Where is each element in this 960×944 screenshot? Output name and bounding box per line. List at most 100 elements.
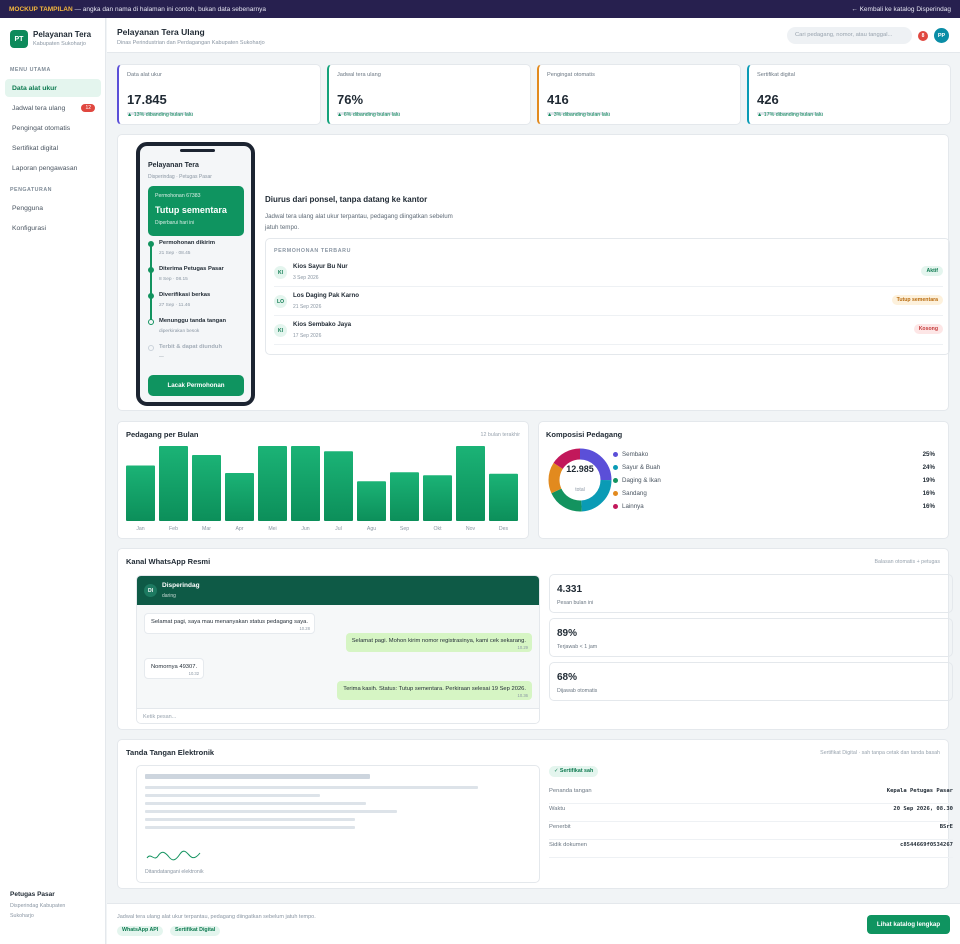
chat-message-input[interactable]: Ketik pesan... — [137, 708, 539, 723]
outgoing-message: Terima kasih. Status: Tutup sementara. P… — [337, 681, 532, 700]
avatar[interactable]: PP — [934, 28, 949, 43]
back-to-catalog-link[interactable]: ← Kembali ke katalog Disperindag — [851, 5, 951, 13]
request-name: Kios Sembako Jaya — [293, 321, 352, 328]
footer-text: Jadwal tera ulang alat ukur terpantau, p… — [117, 914, 316, 920]
kpi-label: Data alat ukur — [127, 72, 162, 78]
step-subtitle: 8 Sep · 08.15 — [159, 277, 188, 282]
step-done-icon — [148, 267, 154, 273]
whatsapp-channel-card: Kanal WhatsApp Resmi Balasan otomatis + … — [117, 548, 953, 730]
track-application-button[interactable]: Lacak Permohonan — [148, 375, 244, 396]
recent-requests-panel: PERMOHONAN TERBARU KI Kios Sayur Bu Nur 3 … — [265, 238, 950, 355]
kpi-delta: ▲ 13% dibanding bulan lalu — [127, 112, 193, 118]
sidebar-item-sertifikat[interactable]: Sertifikat digital — [5, 139, 101, 157]
request-row[interactable]: LO Los Daging Pak Karno 21 Sep 2026 Tutup s… — [274, 287, 943, 316]
sidebar-item-label: Pengingat otomatis — [12, 124, 71, 132]
step-title: Permohonan dikirim — [159, 240, 216, 246]
application-updated: Diperbarui hari ini — [155, 220, 195, 226]
message-text: Terima kasih. Status: Tutup sementara. P… — [343, 686, 526, 692]
sidebar-item-data-alat-ukur[interactable]: Data alat ukur — [5, 79, 101, 97]
sidebar-item-label: Konfigurasi — [12, 224, 47, 232]
sidebar-item-konfigurasi[interactable]: Konfigurasi — [5, 219, 101, 237]
message-time: 10.32 — [188, 671, 200, 676]
request-row[interactable]: KI Kios Sayur Bu Nur 3 Sep 2026 Aktif — [274, 258, 943, 287]
bar-nov — [456, 446, 485, 521]
x-tick-label: Agu — [367, 526, 376, 532]
legend-swatch — [613, 491, 618, 496]
sidebar-item-label: Sertifikat digital — [12, 144, 59, 152]
kpi-label: Pengingat otomatis — [547, 72, 595, 78]
step-subtitle: diperkirakan besok — [159, 329, 200, 334]
x-tick-label: Jun — [301, 526, 309, 532]
stat-value: 68% — [557, 672, 578, 683]
kpi-label: Sertifikat digital — [757, 72, 795, 78]
sidebar-item-label: Laporan pengawasan — [12, 164, 78, 172]
meta-label: Penanda tangan — [549, 788, 592, 794]
x-tick-label: Jul — [335, 526, 342, 532]
sidebar: PT Pelayanan Tera Kabupaten Sukoharjo ME… — [0, 18, 106, 944]
application-number: Permohonan 67383 — [155, 193, 201, 199]
bar-chart-range: 12 bulan terakhir — [480, 432, 520, 438]
legend-swatch — [613, 478, 618, 483]
bar-jul — [324, 451, 353, 521]
bar-des — [489, 473, 518, 521]
donut-total-label: total — [575, 487, 585, 493]
step-subtitle: — — [159, 355, 164, 360]
meta-value: BSrE — [939, 824, 953, 830]
message-text: Selamat pagi. Mohon kirim nomor registra… — [351, 638, 526, 644]
banner-desc: — angka dan nama di halaman ini contoh, … — [72, 5, 267, 13]
section-main-menu: MENU UTAMA — [10, 67, 51, 73]
meta-value: c8544669f0534267 — [900, 842, 953, 848]
signature-subtitle: Sertifikat Digital · sah tanpa cetak dan… — [820, 750, 940, 756]
legend-value: 25% — [922, 451, 935, 458]
sidebar-item-jadwal-tera[interactable]: Jadwal tera ulang 12 — [5, 99, 101, 117]
message-time: 10.28 — [299, 626, 310, 631]
doc-line — [145, 810, 397, 813]
chat-contact-status: daring — [162, 593, 176, 599]
app-subtitle: Kabupaten Sukoharjo — [33, 41, 86, 47]
phone-notch — [180, 149, 215, 152]
legend-label: Sandang — [622, 490, 647, 497]
step-title: Diterima Petugas Pasar — [159, 266, 224, 272]
legend-swatch — [613, 465, 618, 470]
kpi-delta: ▲ 6% dibanding bulan lalu — [337, 112, 400, 118]
legend-value: 19% — [922, 477, 935, 484]
whatsapp-stat-card: 68% Dijawab otomatis — [549, 662, 953, 701]
phone-app-title: Pelayanan Tera — [148, 162, 199, 169]
request-row[interactable]: KI Kios Sembako Jaya 17 Sep 2026 Kosong — [274, 316, 943, 345]
x-tick-label: Mar — [202, 526, 211, 532]
legend-label: Lainnya — [622, 503, 644, 510]
sidebar-item-pengingat[interactable]: Pengingat otomatis — [5, 119, 101, 137]
message-time: 10.36 — [517, 693, 528, 698]
step-title: Menunggu tanda tangan — [159, 318, 226, 324]
doc-line — [145, 786, 478, 789]
meta-value: 20 Sep 2026, 08.30 — [893, 806, 953, 812]
view-catalog-button[interactable]: Lihat katalog lengkap — [867, 915, 950, 934]
footer: Jadwal tera ulang alat ukur terpantau, p… — [107, 903, 960, 944]
page-subtitle: Dinas Perindustrian dan Perdagangan Kabu… — [117, 40, 265, 46]
search-input[interactable]: Cari pedagang, nomor, atau tanggal... — [787, 27, 912, 44]
request-date: 17 Sep 2026 — [293, 333, 322, 339]
sidebar-item-pengguna[interactable]: Pengguna — [5, 199, 101, 217]
step-subtitle: 21 Sep · 08.45 — [159, 251, 191, 256]
x-tick-label: Nov — [466, 526, 476, 532]
chat-contact-name: Disperindag — [162, 582, 200, 589]
step-done-icon — [148, 241, 154, 247]
meta-label: Sidik dokumen — [549, 842, 588, 848]
message-text: Selamat pagi, saya mau menanyakan status… — [151, 619, 308, 625]
application-status: Tutup sementara — [155, 205, 227, 215]
sidebar-item-label: Pengguna — [12, 204, 43, 212]
bar-feb — [159, 446, 188, 521]
message-time: 10.29 — [517, 645, 528, 650]
outgoing-message: Selamat pagi. Mohon kirim nomor registra… — [345, 633, 532, 652]
page-title: Pelayanan Tera Ulang — [117, 27, 205, 37]
request-name: Kios Sayur Bu Nur — [293, 263, 348, 270]
notification-badge[interactable]: 8 — [918, 31, 928, 41]
status-badge: Aktif — [921, 266, 943, 276]
request-date: 21 Sep 2026 — [293, 304, 322, 310]
signature-title: Tanda Tangan Elektronik — [126, 748, 215, 757]
meta-label: Waktu — [549, 806, 566, 812]
meta-value: Kepala Petugas Pasar — [886, 788, 953, 794]
x-tick-label: Mei — [268, 526, 276, 532]
sidebar-item-laporan[interactable]: Laporan pengawasan — [5, 159, 101, 177]
app-title: Pelayanan Tera — [33, 30, 92, 39]
